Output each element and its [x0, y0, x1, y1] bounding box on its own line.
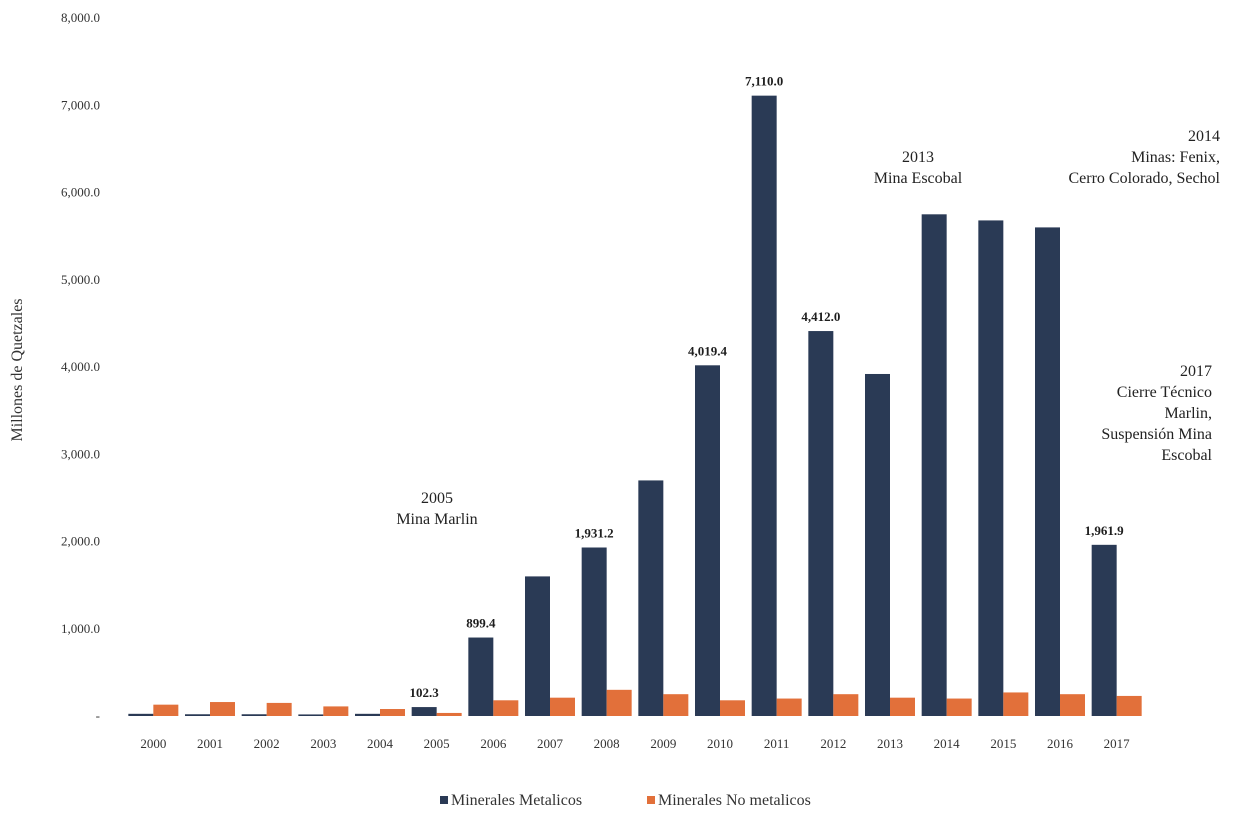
bar-no-metalicos — [493, 700, 519, 716]
x-tick-label: 2016 — [1047, 736, 1074, 751]
y-tick-label: 8,000.0 — [61, 10, 100, 25]
bar-no-metalicos — [266, 702, 292, 716]
bar-no-metalicos — [606, 689, 632, 716]
x-tick-label: 2003 — [310, 736, 336, 751]
x-tick-label: 2008 — [594, 736, 620, 751]
bar-metalicos — [411, 707, 437, 716]
x-tick-label: 2000 — [140, 736, 166, 751]
annotation: 2014 Minas: Fenix, Cerro Colorado, Sechol — [1068, 128, 1220, 187]
data-label: 899.4 — [466, 616, 496, 631]
data-label: 102.3 — [410, 685, 440, 700]
bar-no-metalicos — [890, 697, 915, 716]
x-tick-label: 2009 — [650, 736, 676, 751]
bar-no-metalicos — [720, 700, 745, 716]
bar-metalicos — [1035, 227, 1060, 716]
legend-label-no-metalicos: Minerales No metalicos — [658, 792, 811, 809]
x-tick-label: 2007 — [537, 736, 564, 751]
bar-metalicos — [525, 576, 550, 716]
x-tick-label: 2015 — [990, 736, 1016, 751]
legend-label-metalicos: Minerales Metalicos — [451, 792, 582, 809]
x-tick-label: 2011 — [764, 736, 790, 751]
bar-metalicos — [241, 714, 267, 716]
data-label: 4,019.4 — [688, 343, 728, 358]
annotation: 2013 Mina Escobal — [874, 149, 963, 187]
y-tick-label: - — [96, 708, 100, 723]
bar-no-metalicos — [210, 702, 235, 716]
bar-no-metalicos — [323, 706, 349, 716]
y-tick-label: 1,000.0 — [61, 621, 100, 636]
bar-metalicos — [808, 331, 834, 716]
annotations: 2005 Mina Marlin 2013 Mina Escobal 2014 Minas… — [396, 128, 1220, 528]
bar-no-metalicos — [946, 698, 972, 716]
y-tick-label: 4,000.0 — [61, 359, 100, 374]
x-tick-label: 2004 — [367, 736, 394, 751]
data-labels: 102.3 899.4 1,931.2 4,019.4 7,110.0 4,412.0 1,… — [410, 74, 1125, 700]
annotation: 2017 Cierre Técnico Marlin, Suspensión Mina… — [1101, 363, 1212, 464]
bar-no-metalicos — [1060, 694, 1085, 716]
legend-swatch-metalicos — [440, 796, 448, 804]
bar-metalicos — [468, 637, 494, 716]
bar-metalicos — [921, 214, 947, 716]
data-label: 1,931.2 — [575, 526, 614, 541]
data-label: 4,412.0 — [801, 309, 840, 324]
bar-metalicos — [751, 95, 777, 717]
x-tick-label: 2005 — [424, 736, 450, 751]
bar-metalicos — [185, 714, 210, 716]
y-tick-label: 5,000.0 — [61, 272, 100, 287]
bar-metalicos — [865, 373, 890, 716]
bar-no-metalicos — [663, 694, 689, 716]
x-tick-label: 2002 — [254, 736, 280, 751]
bar-metalicos — [298, 714, 324, 716]
x-tick-label: 2013 — [877, 736, 903, 751]
bar-no-metalicos — [1116, 695, 1142, 716]
x-axis: 2000 2001 2002 2003 2004 2005 2006 2007 2008 2009… — [140, 736, 1130, 751]
x-tick-label: 2012 — [820, 736, 846, 751]
y-tick-label: 3,000.0 — [61, 446, 100, 461]
bars — [128, 95, 1142, 717]
data-label: 7,110.0 — [745, 74, 783, 89]
bar-metalicos — [638, 480, 664, 716]
bar-metalicos — [128, 713, 154, 716]
y-axis-title: Millones de Quetzales — [9, 298, 26, 441]
bar-no-metalicos — [380, 709, 405, 716]
x-tick-label: 2017 — [1104, 736, 1131, 751]
y-tick-label: 6,000.0 — [61, 185, 100, 200]
bar-no-metalicos — [833, 694, 859, 716]
annotation: 2005 Mina Marlin — [396, 490, 477, 528]
bar-metalicos — [695, 365, 720, 716]
y-tick-label: 7,000.0 — [61, 97, 100, 112]
bar-no-metalicos — [1003, 692, 1029, 716]
bar-metalicos — [355, 713, 380, 716]
bar-no-metalicos — [153, 704, 179, 716]
bar-no-metalicos — [776, 698, 802, 716]
x-tick-label: 2001 — [197, 736, 223, 751]
bar-metalicos — [581, 547, 607, 716]
x-tick-label: 2006 — [480, 736, 507, 751]
bar-metalicos — [1091, 544, 1117, 716]
bar-metalicos — [978, 220, 1004, 717]
x-tick-label: 2010 — [707, 736, 733, 751]
x-tick-label: 2014 — [934, 736, 961, 751]
bar-no-metalicos — [550, 697, 575, 716]
legend-swatch-no-metalicos — [647, 796, 655, 804]
bar-no-metalicos — [436, 712, 462, 716]
data-label: 1,961.9 — [1085, 523, 1125, 538]
y-axis: - 1,000.0 2,000.0 3,000.0 4,000.0 5,000.0 6,00… — [61, 10, 100, 723]
legend: Minerales Metalicos Minerales No metalico… — [440, 792, 811, 809]
y-tick-label: 2,000.0 — [61, 534, 100, 549]
